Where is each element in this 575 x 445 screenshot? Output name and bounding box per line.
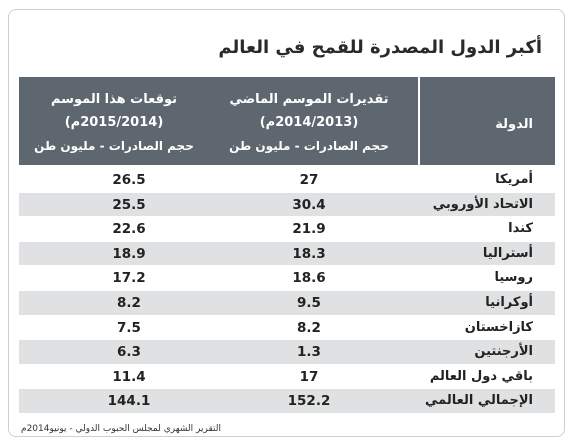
report-card: أكبر الدول المصدرة للقمح في العالم توقعا… [8, 9, 565, 437]
this-season-cell: 8.2 [117, 294, 141, 311]
table-row: كندا 21.9 22.6 [19, 217, 555, 242]
this-season-cell: 17.2 [112, 270, 146, 287]
header-divider [418, 77, 420, 165]
prev-season-cell: 152.2 [287, 393, 331, 410]
this-season-cell: 22.6 [112, 221, 146, 238]
prev-season-cell: 17 [299, 368, 319, 385]
this-season-cell: 11.4 [112, 368, 146, 385]
table-row: أوكرانيا 9.5 8.2 [19, 290, 555, 316]
prev-season-cell: 8.2 [297, 319, 321, 336]
table-row: كازاخستان 8.2 7.5 [19, 316, 555, 341]
source-note: التقرير الشهري لمجلس الحبوب الدولي - يون… [21, 424, 221, 434]
header-this-season-years: (2015/2014م) [64, 115, 164, 130]
this-season-cell: 6.3 [117, 344, 141, 361]
page-title: أكبر الدول المصدرة للقمح في العالم [218, 37, 542, 58]
table-row: باقي دول العالم 17 11.4 [19, 365, 555, 390]
country-cell: الأرجنتين [474, 344, 533, 360]
this-season-cell: 144.1 [107, 393, 151, 410]
country-cell: أوكرانيا [485, 294, 533, 310]
country-cell: روسيا [494, 270, 533, 286]
country-cell: الاتحاد الأوروبي [432, 196, 533, 212]
country-cell: كازاخستان [464, 319, 533, 335]
this-season-cell: 26.5 [112, 172, 146, 188]
header-this-season: توقعات هذا الموسم (2015/2014م) حجم الصاد… [19, 77, 209, 165]
prev-season-cell: 27 [299, 172, 319, 188]
prev-season-cell: 18.6 [292, 270, 326, 287]
header-prev-season: تقديرات الموسم الماضي (2014/2013م) حجم ا… [204, 77, 414, 165]
country-cell: أستراليا [482, 245, 533, 261]
prev-season-cell: 21.9 [292, 221, 326, 238]
table-row: أمريكا 27 26.5 [19, 168, 555, 193]
table-row-total: الإجمالي العالمي 152.2 144.1 [19, 389, 555, 414]
header-prev-season-years: (2014/2013م) [259, 115, 359, 130]
table-row: الأرجنتين 1.3 6.3 [19, 340, 555, 365]
prev-season-cell: 9.5 [297, 294, 321, 311]
header-country: الدولة [429, 77, 555, 165]
table-body: أمريكا 27 26.5 الاتحاد الأوروبي 30.4 25.… [19, 168, 555, 414]
this-season-cell: 18.9 [112, 245, 146, 262]
header-country-label: الدولة [495, 117, 533, 132]
this-season-cell: 7.5 [117, 319, 141, 336]
country-cell: أمريكا [495, 172, 533, 187]
table-row: أستراليا 18.3 18.9 [19, 241, 555, 267]
table-row: روسيا 18.6 17.2 [19, 266, 555, 291]
country-cell: باقي دول العالم [429, 368, 533, 384]
header-prev-season-unit: حجم الصادرات - مليون طن [229, 139, 389, 153]
country-cell: الإجمالي العالمي [425, 393, 533, 409]
country-cell: كندا [508, 221, 533, 237]
table-row: الاتحاد الأوروبي 30.4 25.5 [19, 192, 555, 218]
prev-season-cell: 18.3 [292, 245, 326, 262]
table-header: توقعات هذا الموسم (2015/2014م) حجم الصاد… [19, 77, 555, 165]
header-prev-season-title: تقديرات الموسم الماضي [229, 92, 389, 107]
header-this-season-unit: حجم الصادرات - مليون طن [34, 139, 194, 153]
prev-season-cell: 1.3 [297, 344, 321, 361]
header-this-season-title: توقعات هذا الموسم [50, 92, 178, 107]
this-season-cell: 25.5 [112, 196, 146, 213]
prev-season-cell: 30.4 [292, 196, 326, 213]
